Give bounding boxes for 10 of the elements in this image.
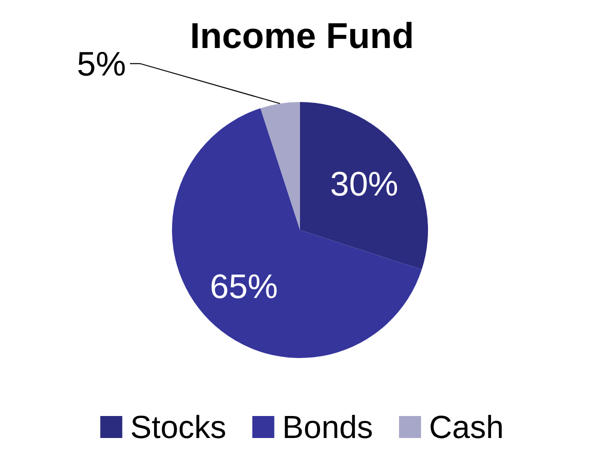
legend-label: Stocks [130,409,226,445]
data-label: 30% [330,165,398,204]
legend-label: Cash [429,409,504,445]
data-label: 65% [210,268,278,306]
data-label: 5% [76,46,126,84]
pie-slice [172,108,422,358]
pie-slice [300,102,428,270]
legend-label: Bonds [282,409,374,445]
chart-title: Income Fund [190,15,414,56]
pie-slice [260,102,300,230]
